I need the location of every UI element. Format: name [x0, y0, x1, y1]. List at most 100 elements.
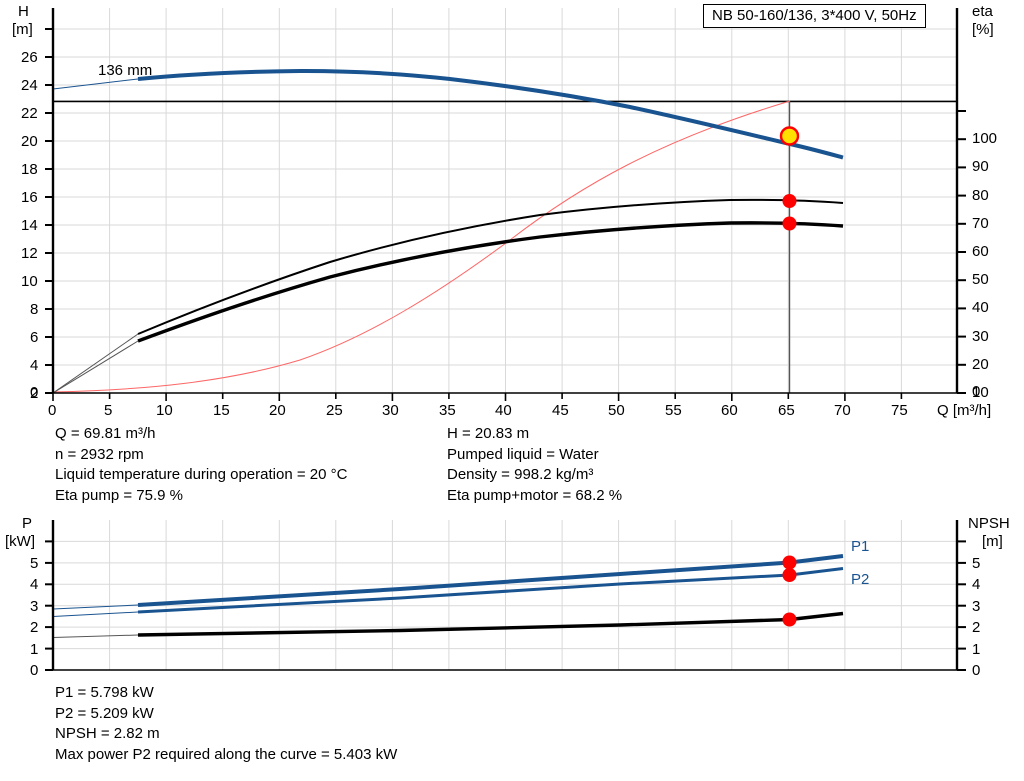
npshtick-1: 1: [972, 641, 981, 658]
power-chart-canvas: [45, 520, 966, 671]
npshtick-5: 5: [972, 555, 981, 572]
xtick-0: 0: [48, 402, 57, 419]
p2-thin: [52, 611, 139, 617]
ytick-8: 8: [30, 301, 39, 318]
flow-axis-title: Q [m³/h]: [937, 402, 992, 419]
info-eta-pump: Eta pump = 75.9 %: [55, 486, 183, 504]
duty-info-left: Q = 69.81 m³/h n = 2932 rpm Liquid tempe…: [55, 424, 347, 506]
eta-tick-90: 90: [972, 158, 989, 175]
pump-model-title: NB 50-160/136, 3*400 V, 50Hz: [703, 4, 926, 28]
eta-tick-50: 50: [972, 271, 989, 288]
info-npsh: NPSH = 2.82 m: [55, 725, 160, 742]
npsh-axis-unit: [m]: [982, 533, 1003, 550]
eta-tick-100: 100: [972, 130, 998, 147]
xtick-20: 20: [269, 402, 286, 419]
eta-tick-10: 10: [972, 384, 989, 401]
info-p2: P2 = 5.209 kW: [55, 704, 154, 722]
head-axis-title: H: [18, 3, 29, 20]
xtick-5: 5: [104, 402, 113, 419]
power-info: P1 = 5.798 kW P2 = 5.209 kW NPSH = 2.82 …: [55, 683, 397, 765]
ytick-2: 2: [30, 385, 39, 402]
npshtick-4: 4: [972, 576, 981, 593]
npshtick-3: 3: [972, 598, 981, 615]
ytick-18: 18: [21, 161, 38, 178]
left-axis-ticks-bottom: [45, 540, 53, 671]
eta-tick-20: 20: [972, 356, 989, 373]
info-max-power: Max power P2 required along the curve = …: [55, 745, 398, 763]
info-q: Q = 69.81 m³/h: [55, 425, 156, 442]
eta-pump-motor-thin: [52, 340, 139, 394]
ytick-22: 22: [21, 105, 38, 122]
eta-tick-70: 70: [972, 215, 989, 232]
xtick-70: 70: [834, 402, 851, 419]
left-axis-ticks: [45, 28, 53, 394]
eta-tick-80: 80: [972, 187, 989, 204]
ptick-4: 4: [30, 576, 39, 593]
npsh-thin: [52, 634, 139, 638]
ytick-12: 12: [21, 245, 38, 262]
eta-axis-title: eta: [972, 3, 993, 20]
npsh-axis-title: NPSH: [968, 515, 1010, 532]
head-efficiency-chart: H [m] eta [%] 26 24 22 20 18 16 14 12 10…: [12, 3, 998, 419]
xtick-35: 35: [439, 402, 456, 419]
ytick-24: 24: [21, 77, 38, 94]
xtick-30: 30: [382, 402, 399, 419]
bottom-axis-ticks: [52, 393, 903, 401]
head-curve-thin: [52, 78, 139, 90]
xtick-15: 15: [213, 402, 230, 419]
p2-curve: [137, 567, 844, 614]
duty-marker-p2: [782, 568, 797, 582]
ytick-6: 6: [30, 329, 39, 346]
info-temp: Liquid temperature during operation = 20…: [55, 466, 348, 483]
info-eta-pump-motor: Eta pump+motor = 68.2 %: [447, 486, 623, 504]
eta-pump-motor-curve: [137, 221, 844, 343]
ytick-4: 4: [30, 357, 39, 374]
ptick-1: 1: [30, 641, 39, 658]
duty-marker-eta-pump: [782, 194, 797, 208]
p1-curve: [137, 554, 844, 607]
ytick-14: 14: [21, 217, 38, 234]
npshtick-2: 2: [972, 619, 981, 636]
right-axis-ticks: [957, 110, 966, 394]
npshtick-0: 0: [972, 662, 981, 679]
impeller-size-label: 136 mm: [98, 62, 153, 79]
ptick-2: 2: [30, 619, 39, 636]
ytick-10: 10: [21, 273, 38, 290]
eta-tick-60: 60: [972, 243, 989, 260]
ptick-0: 0: [30, 662, 39, 679]
xtick-45: 45: [552, 402, 569, 419]
info-h: H = 20.83 m: [447, 425, 530, 442]
head-axis-unit: [m]: [12, 21, 33, 38]
p1-curve-label: P1: [851, 538, 870, 555]
power-npsh-chart: P [kW] NPSH [m] 5 4 3 2 1 0 5 4 3 2 1 0 …: [0, 512, 1024, 682]
xtick-75: 75: [891, 402, 908, 419]
ytick-zero: 0: [30, 384, 39, 401]
horizontal-gridlines: [53, 28, 958, 366]
duty-point-marker: [779, 126, 800, 146]
duty-marker-p1: [782, 555, 797, 570]
xtick-25: 25: [326, 402, 343, 419]
info-liquid: Pumped liquid = Water: [447, 445, 599, 463]
eta-tick-40: 40: [972, 299, 989, 316]
p1-thin: [52, 604, 139, 610]
xtick-40: 40: [495, 402, 512, 419]
horizontal-gridlines-bottom: [53, 540, 958, 650]
npsh-curve: [137, 611, 844, 637]
right-axis-ticks-bottom: [957, 540, 966, 671]
eta-tick-zero: 0: [972, 383, 981, 400]
vertical-gridlines-bottom: [109, 520, 902, 670]
eta-pump-curve: [137, 198, 844, 335]
ptick-5: 5: [30, 555, 39, 572]
eta-pump-thin: [52, 333, 139, 394]
xtick-55: 55: [665, 402, 682, 419]
system-curve: [52, 100, 791, 393]
head-chart-canvas: [45, 8, 966, 401]
ytick-26: 26: [21, 49, 38, 66]
ytick-20: 20: [21, 133, 38, 150]
head-curve: [137, 68, 844, 160]
xtick-60: 60: [721, 402, 738, 419]
ytick-16: 16: [21, 189, 38, 206]
eta-tick-30: 30: [972, 328, 989, 345]
duty-marker-npsh: [782, 612, 797, 627]
